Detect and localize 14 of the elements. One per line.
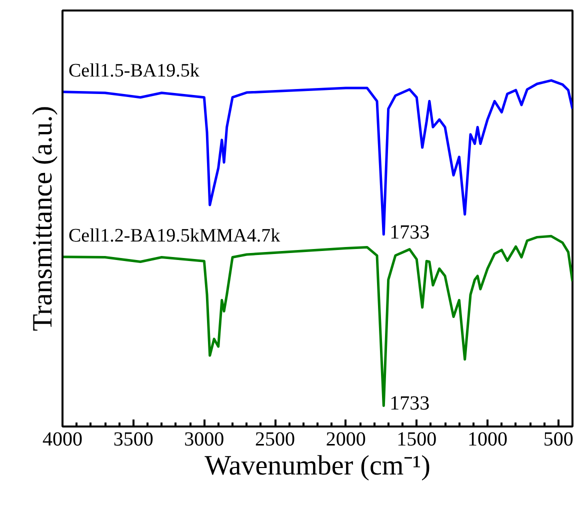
x-tick-label: 4000: [42, 428, 82, 450]
x-tick-label: 1000: [468, 428, 508, 450]
annotation: 1733: [390, 221, 430, 244]
x-tick-label: 500: [543, 428, 574, 450]
series-label: Cell1.2-BA19.5kMMA4.7k: [68, 226, 281, 247]
x-tick-label: 1500: [396, 428, 437, 450]
x-tick-label: 2500: [255, 428, 295, 450]
x-tick-label: 2000: [326, 428, 366, 450]
x-axis-title: Wavenumber (cm⁻¹): [204, 450, 430, 482]
y-axis-title: Transmittance (a.u.): [28, 106, 58, 332]
x-tick-label: 3000: [184, 428, 224, 450]
series-label: Cell1.5-BA19.5k: [68, 60, 200, 82]
annotation: 1733: [390, 392, 430, 415]
x-tick-label: 3500: [113, 428, 154, 450]
